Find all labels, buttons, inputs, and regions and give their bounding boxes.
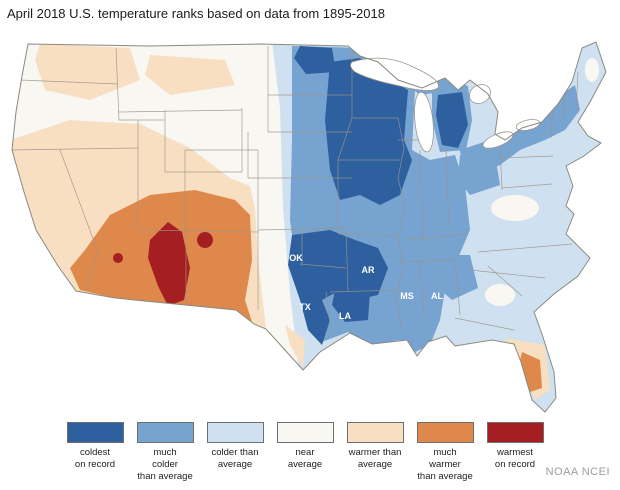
legend-label-warmer: warmer than average <box>348 447 402 470</box>
region-near-average-maine <box>585 58 599 82</box>
legend-swatch-warmest <box>486 422 544 443</box>
legend-label-coldest: coldest on record <box>74 447 116 470</box>
state-label-la: LA <box>339 311 351 321</box>
region-warmer-northwest <box>35 44 140 100</box>
attribution: NOAA NCEI <box>545 466 610 478</box>
legend-item-coldest: coldest on record <box>60 422 130 483</box>
region-coldest-north-dakota <box>294 46 336 74</box>
region-coldest-oklahoma-arkansas <box>288 230 388 345</box>
state-label-tx: TX <box>299 302 311 312</box>
great-lakes <box>350 57 541 153</box>
lake-huron <box>469 84 491 104</box>
legend-item-much-colder: much colder than average <box>130 422 200 483</box>
legend-swatch-much-colder <box>136 422 194 443</box>
region-much-colder-ohio <box>458 155 500 195</box>
region-coldest-louisiana <box>332 290 370 322</box>
legend-label-near-average: near average <box>287 447 323 470</box>
us-temperature-rank-map: OK AR TX LA MS AL <box>11 41 607 413</box>
region-coldest-michigan <box>436 92 468 148</box>
legend-swatch-near-average <box>276 422 334 443</box>
lake-superior <box>350 57 439 91</box>
legend-item-near-average: near average <box>270 422 340 483</box>
region-warmer-south-texas <box>285 325 305 368</box>
region-warmer-montana <box>145 55 235 95</box>
region-warmest-arizona-newmexico <box>148 222 190 306</box>
region-warmest-west-arizona-spot <box>113 253 123 263</box>
legend-swatch-coldest <box>66 422 124 443</box>
lake-michigan <box>414 91 434 153</box>
legend-label-much-colder: much colder than average <box>137 447 193 482</box>
state-label-al: AL <box>431 291 443 301</box>
map-fill-layers <box>12 42 606 412</box>
legend-item-much-warmer: much warmer than average <box>410 422 480 483</box>
region-much-warmer-florida <box>518 352 542 392</box>
page-title: April 2018 U.S. temperature ranks based … <box>7 6 385 21</box>
state-label-ok: OK <box>289 253 303 263</box>
state-borders-lines <box>12 46 579 334</box>
state-labels: OK AR TX LA MS AL <box>289 253 443 321</box>
state-label-ms: MS <box>400 291 414 301</box>
region-warmest-newmexico-spot <box>197 232 213 248</box>
legend: coldest on record much colder than avera… <box>60 422 550 483</box>
region-near-average-westvirginia <box>491 195 539 221</box>
legend-label-warmest: warmest on record <box>494 447 536 470</box>
legend-item-warmest: warmest on record <box>480 422 550 483</box>
legend-swatch-warmer <box>346 422 404 443</box>
legend-swatch-much-warmer <box>416 422 474 443</box>
legend-item-colder: colder than average <box>200 422 270 483</box>
legend-label-colder: colder than average <box>211 447 259 470</box>
us-outline <box>11 41 607 413</box>
legend-swatch-colder <box>206 422 264 443</box>
state-label-ar: AR <box>362 265 375 275</box>
legend-label-much-warmer: much warmer than average <box>417 447 473 482</box>
region-near-average-georgia <box>485 284 515 306</box>
legend-item-warmer: warmer than average <box>340 422 410 483</box>
